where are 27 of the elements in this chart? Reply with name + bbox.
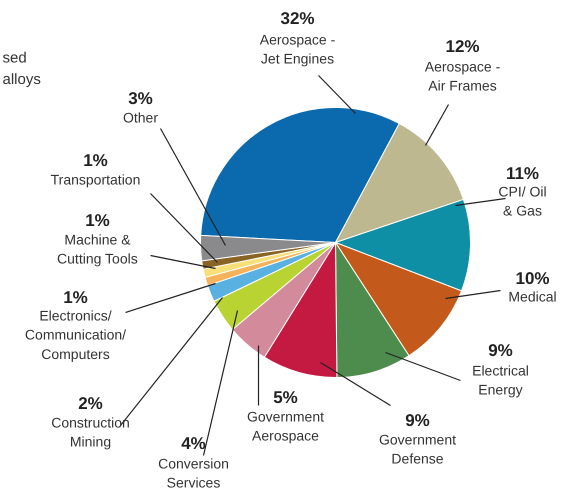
data-label: 1%	[63, 288, 88, 307]
slice-label: Aerospace - Jet Engines	[260, 32, 336, 67]
data-label: 5%	[273, 388, 298, 407]
slice-label: Electronics/ Communication/ Computers	[24, 308, 126, 362]
data-label: 1%	[85, 211, 110, 230]
slice-label: Aerospace - Air Frames	[424, 58, 501, 94]
data-label: 11%	[506, 164, 540, 183]
slice-label: Other	[122, 110, 158, 126]
slice-label: Conversion Services	[158, 456, 229, 491]
slice-label: Construction Mining	[51, 414, 130, 450]
data-label: 3%	[128, 89, 153, 108]
data-label: 2%	[78, 394, 103, 413]
slice-label: Medical	[508, 288, 557, 304]
slice-label: CPI/ Oil & Gas	[498, 184, 547, 219]
slice-label: Transportation	[50, 172, 140, 188]
data-label: 9%	[405, 411, 430, 430]
slice-label: Government Aerospace	[246, 408, 324, 444]
data-label: 9%	[488, 341, 513, 360]
data-label: 4%	[181, 434, 206, 453]
data-label: 32%	[280, 9, 315, 28]
slice-label: Machine & Cutting Tools	[57, 232, 138, 267]
data-label: 12%	[445, 37, 480, 56]
text: sed alloys	[2, 50, 41, 88]
data-label: 1%	[83, 151, 108, 170]
slice-label: Electrical Energy	[472, 362, 529, 398]
data-label: 10%	[515, 269, 550, 288]
slice-label: Government Defense	[378, 432, 456, 467]
